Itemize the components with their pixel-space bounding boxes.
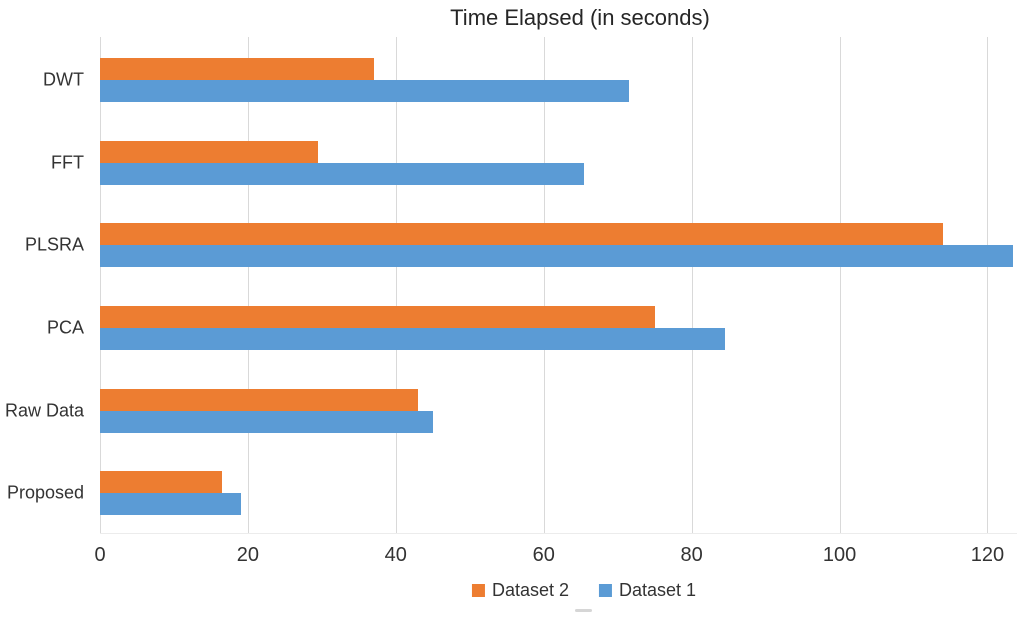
chart-title: Time Elapsed (in seconds) <box>450 5 710 30</box>
category-axis-labels: DWT FFT PLSRA PCA Raw Data Proposed <box>0 37 84 533</box>
tick-label-80: 80 <box>680 544 703 566</box>
bar-dataset-1-pca <box>100 328 725 350</box>
tick-label-60: 60 <box>532 544 555 566</box>
category-label-proposed: Proposed <box>6 482 84 503</box>
tick-label-40: 40 <box>384 544 407 566</box>
bar-dataset-2-plsra <box>100 223 944 246</box>
category-label-raw-data: Raw Data <box>4 400 84 421</box>
legend-label-dataset-2: Dataset 2 <box>491 580 569 600</box>
tick-label-0: 0 <box>94 544 106 566</box>
tick-label-20: 20 <box>236 544 260 566</box>
gridline-0 <box>100 37 101 533</box>
bar-dataset-2-fft <box>100 140 319 163</box>
bar-dataset-1-raw-data <box>100 410 433 433</box>
category-label-plsra: PLSRA <box>24 234 84 255</box>
legend-item-dataset-2: Dataset 2 <box>471 580 569 601</box>
tick-label-100: 100 <box>822 544 857 566</box>
legend-item-dataset-1: Dataset 1 <box>599 580 696 601</box>
value-axis-labels: 0 20 40 60 80 100 120 <box>94 544 1017 568</box>
bar-dataset-2-dwt <box>100 58 374 80</box>
bar-dataset-1-dwt <box>100 80 629 102</box>
gridline-40 <box>395 37 397 533</box>
bar-dataset-1-plsra <box>100 245 1014 268</box>
bar-dataset-1-fft <box>100 162 585 185</box>
legend-swatch-dataset-1 <box>599 584 612 597</box>
category-label-dwt: DWT <box>43 69 84 90</box>
category-label-fft: FFT <box>51 152 84 173</box>
gridline-60 <box>543 37 545 533</box>
gridline-120 <box>987 37 989 533</box>
gridline-80 <box>691 37 693 533</box>
bar-dataset-2-raw-data <box>100 388 418 411</box>
bar-dataset-1-proposed <box>100 493 241 516</box>
legend-label-dataset-1: Dataset 1 <box>619 580 697 600</box>
legend: Dataset 2 Dataset 1 <box>471 580 696 601</box>
gridline-20 <box>247 37 249 533</box>
bar-dataset-2-pca <box>100 306 655 328</box>
tick-label-120: 120 <box>970 544 1005 566</box>
decorative-dash <box>575 609 592 612</box>
category-label-pca: PCA <box>46 317 84 338</box>
bar-dataset-2-proposed <box>100 471 223 494</box>
plot-area <box>100 37 1017 534</box>
legend-swatch-dataset-2 <box>471 584 485 597</box>
gridline-100 <box>839 37 841 533</box>
